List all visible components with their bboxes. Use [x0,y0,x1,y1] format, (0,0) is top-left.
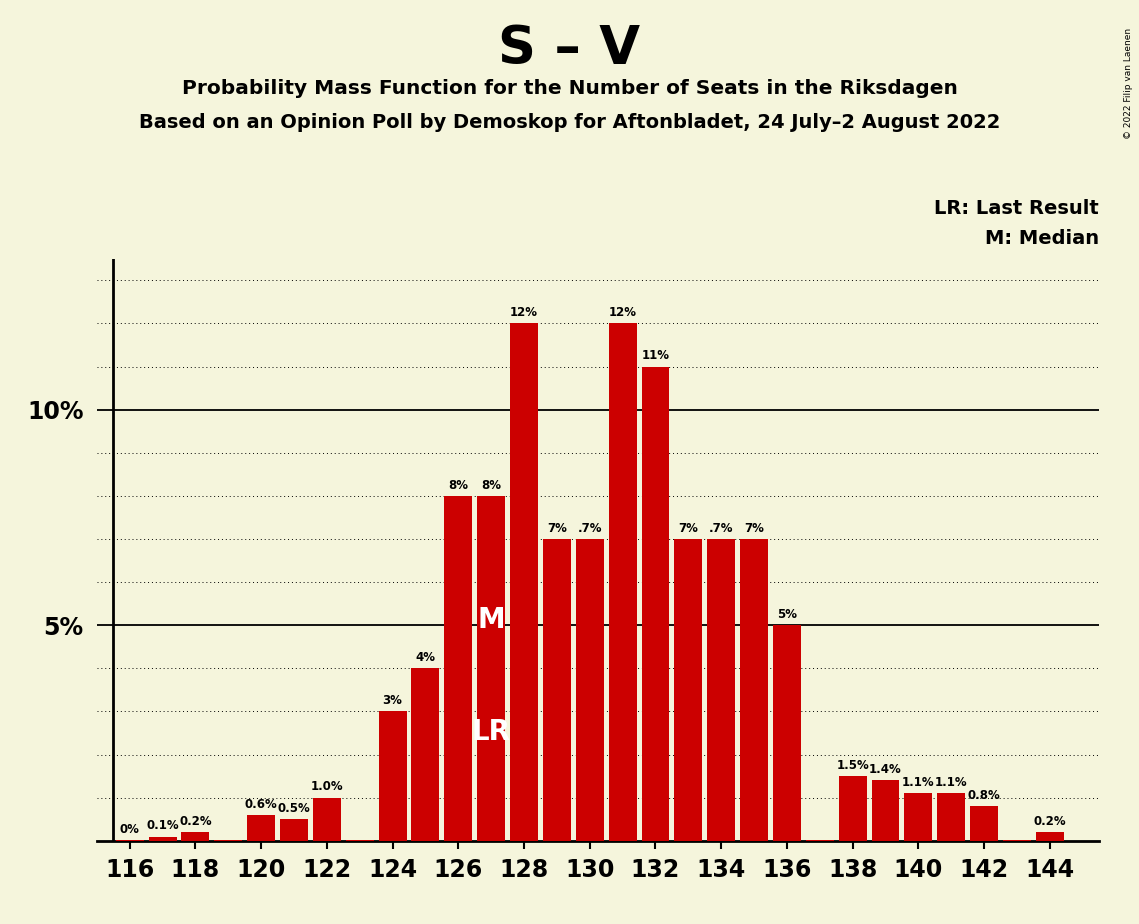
Text: 0.5%: 0.5% [278,802,310,815]
Text: 12%: 12% [608,306,637,319]
Text: 7%: 7% [547,522,567,535]
Bar [576,539,604,841]
Bar [543,539,571,841]
Text: 0.2%: 0.2% [1033,815,1066,828]
Bar [1035,833,1064,841]
Text: 7%: 7% [744,522,764,535]
Bar [148,836,177,841]
Text: © 2022 Filip van Laenen: © 2022 Filip van Laenen [1124,28,1133,139]
Text: 5%: 5% [777,608,797,621]
Text: 1.0%: 1.0% [311,781,343,794]
Bar [641,367,670,841]
Bar [707,539,735,841]
Text: LR: Last Result: LR: Last Result [934,199,1099,218]
Bar [444,496,473,841]
Text: 3%: 3% [383,694,402,707]
Text: 0.2%: 0.2% [179,815,212,828]
Bar [608,323,637,841]
Text: 8%: 8% [449,479,468,492]
Text: 0.8%: 0.8% [968,789,1000,802]
Bar [674,539,703,841]
Text: M: Median: M: Median [985,229,1099,249]
Text: LR: LR [472,718,510,746]
Text: 1.5%: 1.5% [836,759,869,772]
Text: 1.4%: 1.4% [869,763,902,776]
Bar [411,668,440,841]
Text: 11%: 11% [641,349,670,362]
Bar [247,815,276,841]
Bar [280,820,308,841]
Bar [838,776,867,841]
Bar [378,711,407,841]
Bar [181,833,210,841]
Bar [740,539,768,841]
Text: 0.6%: 0.6% [245,797,278,810]
Bar [477,496,505,841]
Bar [970,807,998,841]
Text: 7%: 7% [679,522,698,535]
Bar [773,626,801,841]
Bar [313,797,341,841]
Text: 1.1%: 1.1% [935,776,967,789]
Text: Based on an Opinion Poll by Demoskop for Aftonbladet, 24 July–2 August 2022: Based on an Opinion Poll by Demoskop for… [139,113,1000,132]
Text: 1.1%: 1.1% [902,776,935,789]
Bar [937,794,965,841]
Text: 4%: 4% [416,651,435,664]
Text: S – V: S – V [499,23,640,75]
Text: 8%: 8% [481,479,501,492]
Text: 0%: 0% [120,822,140,835]
Text: .7%: .7% [708,522,734,535]
Text: 0.1%: 0.1% [146,820,179,833]
Bar [904,794,933,841]
Text: Probability Mass Function for the Number of Seats in the Riksdagen: Probability Mass Function for the Number… [181,79,958,98]
Text: M: M [477,606,505,634]
Text: 12%: 12% [510,306,538,319]
Text: .7%: .7% [577,522,603,535]
Bar [510,323,538,841]
Bar [871,781,900,841]
